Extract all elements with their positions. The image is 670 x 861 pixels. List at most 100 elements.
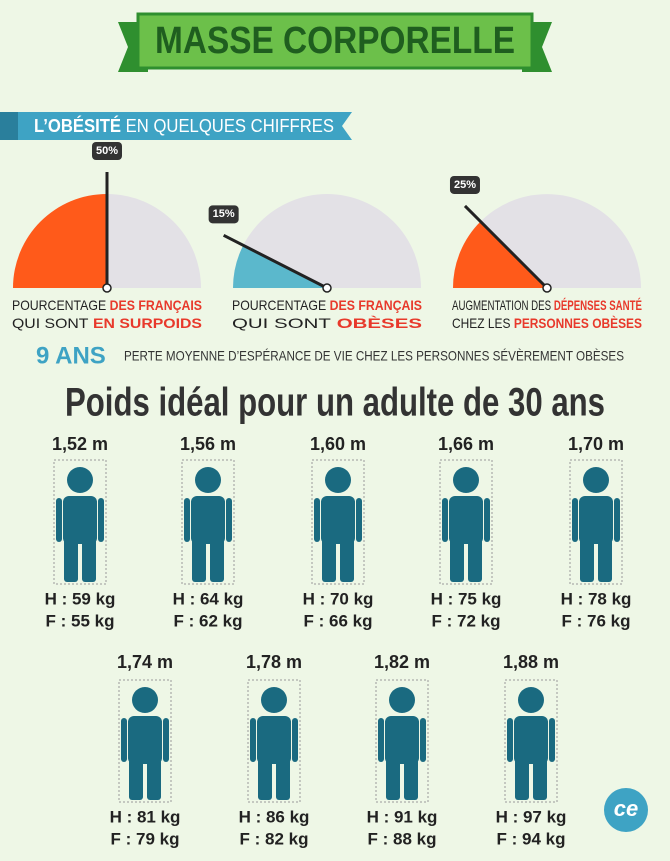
caption-plain: POURCENTAGE: [232, 297, 326, 313]
person-head: [453, 467, 479, 493]
person-arm: [292, 718, 298, 762]
gauge-badge: [92, 142, 122, 160]
gauge-caption: POURCENTAGEDES FRANÇAIS: [12, 297, 202, 313]
caption-plain: CHEZ LES: [452, 315, 510, 331]
caption-plain: QUI SONT: [232, 315, 332, 331]
weight-women: F : 79 kg: [111, 829, 180, 848]
subheader-bold: L’OBÉSITÉ: [34, 115, 121, 136]
person-arm: [250, 718, 256, 762]
person-height: 1,60 m: [310, 434, 366, 454]
logo-circle: [604, 788, 648, 832]
gauge-caption: QUI SONT OBÈSES: [232, 315, 422, 331]
gauge-label: 50%: [96, 145, 118, 157]
caption-plain: QUI SONT: [12, 315, 89, 331]
gauge-badge: [449, 175, 480, 194]
height-box: [504, 679, 558, 803]
weight-men: H : 91 kg: [367, 807, 438, 826]
person-arm: [378, 718, 384, 762]
person-height: 1,56 m: [180, 434, 236, 454]
weight-women: F : 76 kg: [562, 611, 631, 630]
person-arm: [507, 718, 513, 762]
person-leg: [580, 538, 594, 582]
height-box: [569, 459, 623, 585]
person-height: 1,74 m: [117, 652, 173, 672]
person-leg: [404, 758, 418, 800]
person-arm: [614, 498, 620, 542]
weight-women: F : 55 kg: [46, 611, 115, 630]
weight-women: F : 82 kg: [240, 829, 309, 848]
weight-men: H : 75 kg: [431, 589, 502, 608]
gauge-badge: [208, 205, 239, 224]
person-head: [518, 687, 544, 713]
weight-men: H : 86 kg: [239, 807, 310, 826]
person-leg: [450, 538, 464, 582]
person-arm: [226, 498, 232, 542]
gauge-caption: QUI SONT EN SURPOIDS: [12, 315, 202, 331]
caption-red: OBÈSES: [337, 315, 422, 331]
weight-men: H : 70 kg: [303, 589, 374, 608]
gauge-label: 15%: [213, 208, 235, 220]
gauge-needle: [222, 234, 328, 290]
subheader-ribbon-end: [0, 112, 18, 140]
person-head: [261, 687, 287, 713]
gauge-pivot: [102, 283, 112, 293]
person-leg: [322, 538, 336, 582]
gauge-needle: [463, 204, 549, 290]
person-body: [191, 496, 225, 544]
person-body: [514, 716, 548, 764]
person-leg: [468, 538, 482, 582]
weight-men: H : 59 kg: [45, 589, 116, 608]
person-arm: [484, 498, 490, 542]
person-leg: [386, 758, 400, 800]
person-leg: [258, 758, 272, 800]
person-leg: [598, 538, 612, 582]
person-arm: [56, 498, 62, 542]
person-body: [449, 496, 483, 544]
person-arm: [163, 718, 169, 762]
subheader-ribbon: [0, 112, 352, 140]
person-leg: [64, 538, 78, 582]
person-leg: [192, 538, 206, 582]
banner: [136, 12, 534, 70]
person-body: [385, 716, 419, 764]
weight-men: H : 64 kg: [173, 589, 244, 608]
person-head: [389, 687, 415, 713]
height-box: [311, 459, 365, 585]
subheader-rest: EN QUELQUES CHIFFRES: [126, 116, 334, 136]
gauge-fill: [13, 194, 107, 288]
person-leg: [210, 538, 224, 582]
person-leg: [82, 538, 96, 582]
gauge-caption: POURCENTAGEDES FRANÇAIS: [232, 297, 422, 313]
person-head: [325, 467, 351, 493]
person-leg: [129, 758, 143, 800]
person-arm: [98, 498, 104, 542]
height-box: [439, 459, 493, 585]
person-head: [583, 467, 609, 493]
caption-plain: POURCENTAGE: [12, 297, 106, 313]
caption-red: PERSONNES OBÈSES: [514, 315, 642, 331]
person-arm: [442, 498, 448, 542]
person-leg: [147, 758, 161, 800]
weights-title: Poids idéal pour un adulte de 30 ans: [65, 381, 605, 425]
height-box: [247, 679, 301, 803]
person-arm: [356, 498, 362, 542]
person-head: [195, 467, 221, 493]
person-arm: [314, 498, 320, 542]
stat-value: 9 ANS: [36, 342, 106, 369]
person-height: 1,70 m: [568, 434, 624, 454]
caption-plain: AUGMENTATION DES: [452, 297, 551, 313]
person-height: 1,78 m: [246, 652, 302, 672]
height-box: [118, 679, 172, 803]
person-leg: [515, 758, 529, 800]
person-head: [132, 687, 158, 713]
subheader: L’OBÉSITÉ EN QUELQUES CHIFFRES: [34, 115, 334, 136]
main-title: MASSE CORPORELLE: [155, 20, 515, 62]
weight-men: H : 97 kg: [496, 807, 567, 826]
gauge-pivot: [542, 283, 552, 293]
person-arm: [184, 498, 190, 542]
person-body: [257, 716, 291, 764]
caption-red: EN SURPOIDS: [93, 315, 202, 331]
height-box: [53, 459, 107, 585]
